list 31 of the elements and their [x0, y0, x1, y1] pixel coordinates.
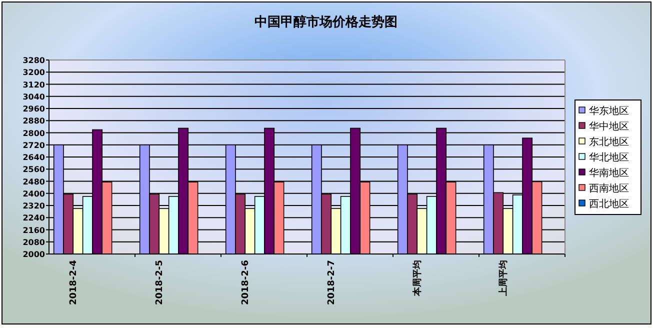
chart-title: 中国甲醇市场价格走势图	[254, 14, 398, 30]
y-tick-label: 2640	[22, 153, 46, 162]
y-tick-label: 2960	[22, 104, 46, 114]
y-tick-label: 3280	[22, 56, 46, 65]
legend-label: 东北地区	[589, 136, 629, 148]
legend-label: 西北地区	[589, 198, 629, 210]
y-tick-label: 2720	[22, 140, 46, 150]
x-tick-label: 本周平均	[412, 260, 424, 297]
x-tick-label: 2018-2-4	[69, 260, 80, 306]
x-tick-label: 上周平均	[498, 260, 510, 297]
x-tick-label: 2018-2-7	[327, 260, 338, 306]
y-tick-label: 2320	[22, 202, 46, 210]
y-tick-label: 2800	[22, 128, 46, 138]
legend-label: 华中地区	[589, 120, 629, 132]
y-tick-label: 3200	[22, 68, 46, 78]
y-tick-label: 3120	[22, 80, 46, 90]
legend-label: 华北地区	[589, 152, 629, 164]
x-tick-label: 2018-2-6	[241, 260, 252, 306]
y-tick-label: 3040	[22, 92, 46, 102]
y-tick-label: 2080	[22, 238, 46, 247]
y-tick-label: 2400	[22, 189, 46, 198]
legend-label: 西南地区	[589, 182, 629, 194]
y-tick-label: 2880	[22, 116, 46, 126]
y-tick-label: 2560	[22, 165, 46, 174]
legend-label: 华东地区	[589, 105, 629, 117]
y-tick-label: 2240	[22, 214, 46, 223]
y-tick-label: 2000	[22, 250, 46, 259]
legend-label: 华南地区	[589, 167, 629, 179]
y-tick-label: 2480	[22, 177, 46, 186]
y-tick-label: 2160	[22, 226, 46, 235]
x-tick-label: 2018-2-5	[155, 260, 166, 306]
